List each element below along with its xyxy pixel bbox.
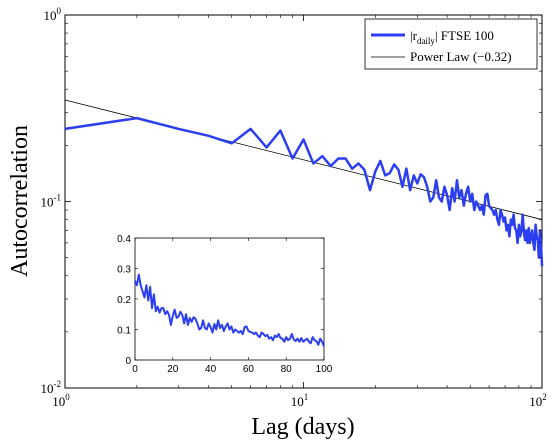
legend: |rdaily| FTSE 100 Power Law (−0.32) bbox=[364, 18, 538, 70]
legend-label-ftse-sub: daily bbox=[417, 36, 435, 46]
y-tick-label: 10-2 bbox=[41, 379, 62, 396]
x-tick-label: 101 bbox=[291, 392, 309, 409]
inset-x-tick-label: 40 bbox=[205, 364, 217, 375]
y-tick-label: 10-1 bbox=[41, 193, 62, 210]
legend-label-ftse-main: |r bbox=[410, 28, 418, 43]
inset-plot-frame bbox=[134, 237, 325, 361]
inset-x-tick-label: 60 bbox=[243, 364, 255, 375]
inset-autocorrelation-line bbox=[134, 273, 325, 347]
inset-x-tick-label: 100 bbox=[316, 364, 333, 375]
x-axis-title: Lag (days) bbox=[251, 414, 354, 440]
legend-label-ftse: |rdaily| FTSE 100 bbox=[410, 28, 494, 46]
x-tick-label: 102 bbox=[529, 392, 547, 409]
inset-y-tick-label: 0.4 bbox=[117, 234, 131, 245]
y-axis-title: Autocorrelation bbox=[7, 125, 33, 277]
inset-x-tick-label: 0 bbox=[132, 364, 138, 375]
inset-y-tick-label: 0 bbox=[125, 356, 131, 367]
inset-y-tick-label: 0.1 bbox=[117, 326, 131, 337]
inset-x-tick-label: 20 bbox=[167, 364, 179, 375]
inset-x-tick-label: 80 bbox=[281, 364, 293, 375]
inset-y-tick-label: 0.2 bbox=[117, 295, 131, 306]
ftse-autocorrelation-line bbox=[64, 116, 544, 267]
legend-box bbox=[364, 18, 538, 70]
y-tick-label: 100 bbox=[44, 6, 62, 23]
legend-label-powerlaw: Power Law (−0.32) bbox=[410, 49, 512, 64]
inset-y-tick-label: 0.3 bbox=[117, 265, 131, 276]
x-tick-label: 100 bbox=[52, 392, 70, 409]
legend-label-ftse-rest: | FTSE 100 bbox=[435, 28, 494, 43]
